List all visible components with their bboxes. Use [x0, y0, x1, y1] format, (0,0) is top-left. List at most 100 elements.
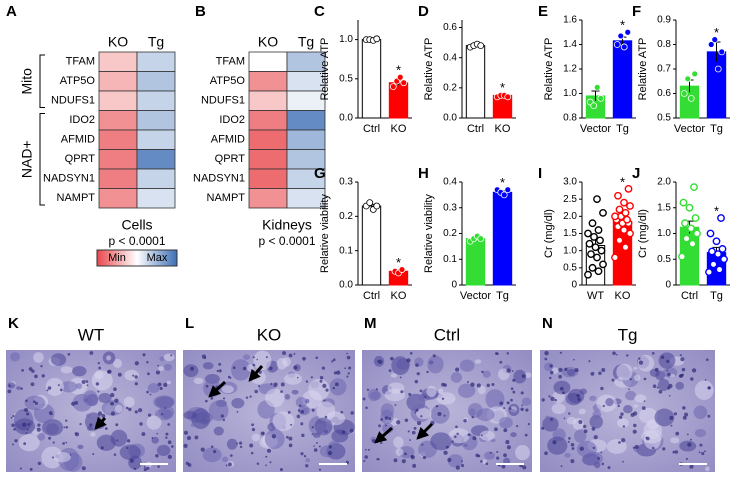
heat-cell: [136, 71, 176, 92]
nucleus: [588, 360, 591, 363]
data-point: [614, 191, 622, 200]
tissue-structure: [154, 408, 174, 421]
tissue-structure: [583, 451, 604, 465]
x-tick-label: KO: [391, 123, 407, 135]
nucleus: [101, 413, 106, 418]
nucleus: [48, 436, 52, 440]
x-tick-label: WT: [587, 290, 604, 302]
data-point: [373, 35, 381, 43]
tissue-structure: [589, 395, 597, 402]
tissue-structure: [521, 397, 532, 406]
nucleus: [495, 352, 498, 355]
nucleus: [377, 359, 383, 364]
nucleus: [626, 354, 629, 357]
nucleus: [62, 442, 65, 445]
nucleus: [421, 443, 424, 446]
nucleus: [393, 458, 398, 463]
nucleus: [34, 401, 39, 405]
tissue-structure: [694, 380, 714, 400]
x-tick-label: KO: [495, 123, 511, 135]
y-tick-label: 1.0: [339, 34, 353, 45]
nucleus: [14, 439, 18, 443]
nucleus: [501, 464, 506, 469]
nucleus: [365, 448, 367, 451]
nucleus: [645, 436, 648, 439]
nucleus: [408, 392, 412, 396]
nucleus: [686, 433, 689, 436]
nucleus: [222, 397, 226, 400]
nucleus: [8, 384, 11, 387]
nucleus: [254, 389, 258, 394]
nucleus: [11, 423, 15, 427]
nucleus: [97, 411, 103, 416]
nucleus: [590, 371, 595, 376]
nucleus: [346, 352, 348, 355]
panel-title: KO: [257, 325, 282, 344]
tissue-structure: [479, 430, 495, 441]
nucleus: [570, 442, 575, 447]
nucleus: [485, 462, 489, 466]
nucleus: [633, 423, 637, 428]
nucleus: [622, 425, 626, 428]
data-point: [617, 32, 625, 40]
nucleus: [187, 463, 192, 467]
data-point: [685, 203, 694, 212]
y-tick-label: 0.5: [563, 262, 577, 273]
x-tick-label: Ctrl: [363, 290, 380, 302]
nucleus: [503, 453, 507, 458]
tissue-structure: [616, 363, 633, 381]
nucleus: [443, 414, 446, 417]
nucleus: [396, 420, 401, 425]
significance: *: [620, 174, 625, 189]
heat-cell: [98, 71, 138, 92]
nucleus: [486, 383, 490, 388]
nucleus: [404, 418, 409, 423]
heat-cell: [98, 110, 138, 131]
data-point: [597, 95, 605, 102]
panel-letter: E: [538, 3, 548, 20]
nucleus: [544, 357, 548, 361]
nucleus: [549, 376, 552, 380]
nucleus: [420, 415, 423, 418]
nucleus: [133, 467, 137, 470]
nucleus: [110, 401, 115, 406]
nucleus: [558, 374, 562, 379]
nucleus: [705, 358, 709, 361]
heat-cell: [248, 51, 288, 72]
panel-letter: F: [632, 3, 641, 20]
tissue-structure: [106, 355, 112, 361]
data-point: [366, 199, 374, 207]
tissue-structure: [329, 378, 347, 396]
y-label: Relative ATP: [543, 38, 555, 101]
nucleus: [12, 415, 15, 418]
tissue-structure: [153, 395, 175, 409]
nucleus: [236, 410, 239, 413]
tissue-structure: [265, 388, 285, 408]
tissue-structure: [623, 405, 633, 414]
heat-cell: [136, 168, 176, 189]
nucleus: [577, 397, 581, 401]
colorbar-label: Min: [108, 252, 126, 264]
tissue-structure: [284, 393, 291, 400]
heat-cell: [286, 110, 326, 131]
nucleus: [65, 419, 68, 422]
y-label: Relative viability: [319, 194, 331, 273]
y-tick-label: 0.5: [339, 73, 353, 84]
tissue-structure: [94, 370, 104, 380]
nucleus: [656, 386, 659, 389]
nucleus: [602, 404, 605, 408]
heat-cell: [136, 188, 176, 209]
nucleus: [675, 431, 680, 436]
column-header: Tg: [148, 34, 164, 50]
nucleus: [378, 424, 381, 428]
nucleus: [81, 466, 86, 471]
data-point: [687, 224, 695, 233]
data-point: [398, 266, 406, 273]
tissue-structure: [151, 436, 159, 444]
nucleus: [578, 419, 583, 425]
nucleus: [310, 376, 313, 379]
nucleus: [601, 462, 605, 466]
nucleus: [388, 417, 392, 421]
nucleus: [346, 375, 349, 378]
nucleus: [256, 358, 259, 361]
